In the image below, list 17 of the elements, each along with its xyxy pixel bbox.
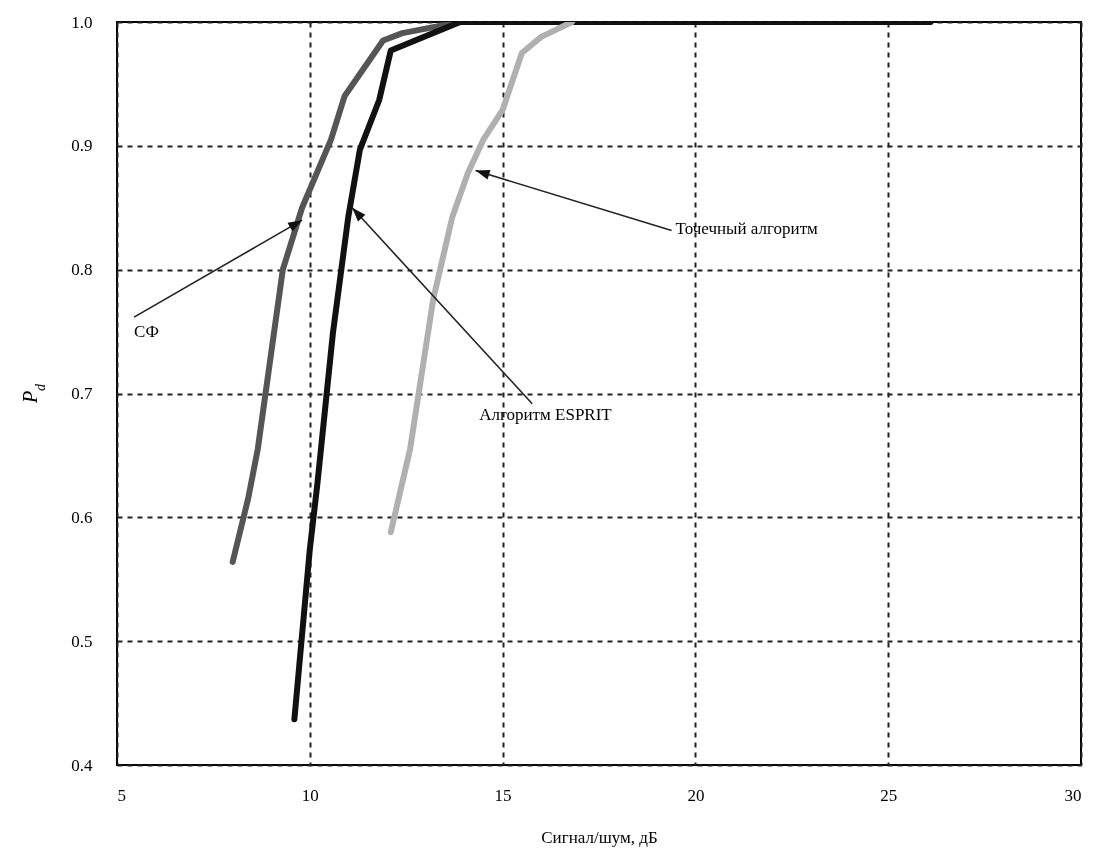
annotation: Точечный алгоритм: [675, 218, 819, 238]
x-tick-label: 5: [117, 785, 126, 805]
x-tick-label: 15: [494, 785, 512, 805]
x-axis-title: Сигнал/шум, дБ: [541, 827, 658, 847]
y-tick-label: 0.8: [71, 260, 93, 280]
x-tick-label: 10: [301, 785, 319, 805]
annotation: Алгоритм ESPRIT: [479, 404, 613, 424]
y-tick-label: 0.4: [71, 755, 93, 775]
y-tick-label: 0.9: [71, 136, 93, 156]
y-tick-label: 0.5: [71, 631, 93, 651]
x-tick-label: 20: [687, 785, 705, 805]
y-tick-label: 0.7: [71, 384, 93, 403]
y-tick-label: 1.0: [71, 12, 93, 32]
x-tick-label: 25: [880, 785, 898, 805]
x-tick-label: 30: [1064, 785, 1082, 805]
y-tick-label: 0.6: [71, 507, 93, 527]
annotation: СФ: [134, 322, 159, 342]
